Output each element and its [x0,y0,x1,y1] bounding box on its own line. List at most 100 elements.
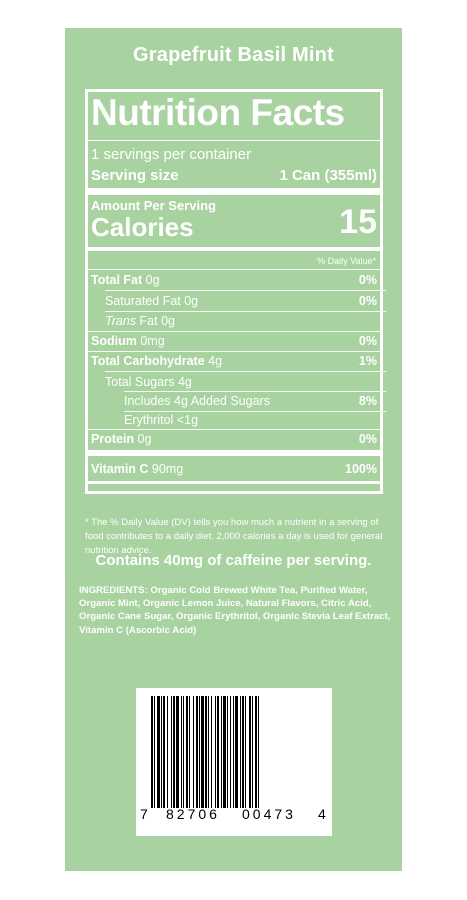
barcode-digit-first: 7 [140,806,148,822]
barcode-bar [245,696,246,808]
ingredients-text: INGREDIENTS: Organic Cold Brewed White T… [79,585,391,636]
nutrient-row: Protein 0g 0% [88,429,380,449]
divider [88,269,380,270]
barcode-bar [151,696,153,808]
barcode-group-right: 00473 [242,806,296,822]
barcode-bar [221,696,222,808]
caffeine-note: Contains 40mg of caffeine per serving. [95,552,372,569]
barcode-bar [189,696,190,808]
nutrient-dv: 8% [358,394,377,408]
barcode-bar [157,696,160,808]
divider [88,351,380,352]
nutrient-name: Saturated Fat [105,294,181,308]
nutrient-dv: 0% [358,273,377,287]
barcode-group-left: 82706 [166,806,220,822]
barcode-bar [215,696,216,808]
divider [88,331,380,332]
barcode-bar [171,696,172,808]
nutrient-row: Erythritol <1g [88,410,380,430]
divider [124,411,386,412]
nutrient-row: Sodium 0mg 0% [88,331,380,351]
serving-size-label: Serving size [91,167,179,184]
divider [105,290,386,291]
amount-per-serving: Amount Per Serving [91,198,216,213]
nutrient-dv: 0% [358,294,377,308]
nutrient-amount: 4g [177,375,192,389]
barcode-bar [217,696,219,808]
nutrient-amount: <1g [176,413,199,427]
product-name: Grapefruit Basil Mint [133,44,334,66]
divider [124,391,386,392]
nutrient-row: Trans Fat 0g [88,311,380,331]
divider [105,311,386,312]
nutrient-row: Vitamin C 90mg 100% [88,459,380,479]
barcode: 7 82706 00473 4 [136,688,332,836]
nutrient-name: Erythritol [124,413,174,427]
label-panel: Grapefruit Basil Mint Nutrition Facts 1 … [65,28,402,871]
nutrient-name: Fat [139,314,158,328]
barcode-bar [235,696,238,808]
nutrient-name: Total Fat [91,273,143,287]
nutrient-name: Includes 4g Added Sugars [124,394,270,408]
divider [105,371,386,372]
barcode-bar [154,696,155,808]
calories-value: 15 [339,203,377,241]
barcode-bar [255,696,257,808]
nutrient-name-italic: Trans [105,314,137,328]
rule-medium [88,481,380,484]
serving-size-row: Serving size 1 Can (355ml) [91,167,377,184]
barcode-bar [196,696,198,808]
serving-size-value: 1 Can (355ml) [279,167,377,184]
barcode-bar [249,696,251,808]
barcode-bar [208,696,209,808]
nutrient-name: Total Sugars [105,375,175,389]
nutrition-facts-box: Nutrition Facts 1 servings per container… [85,89,386,494]
nutrient-row: Includes 4g Added Sugars 8% [88,391,380,411]
barcode-bar [252,696,253,808]
daily-value-header: % Daily Value* [317,256,376,266]
barcode-bars [151,696,317,808]
barcode-bar [242,696,244,808]
nutrient-name: Total Carbohydrate [91,354,205,368]
barcode-bar [227,696,228,808]
barcode-bar [199,696,200,808]
barcode-bar [176,696,179,808]
nutrition-facts-title: Nutrition Facts [91,92,345,133]
barcode-bar [167,696,168,808]
barcode-bar [233,696,234,808]
nutrient-row: Total Fat 0g 0% [88,270,380,290]
barcode-digits: 7 82706 00473 4 [136,806,332,826]
daily-value-footnote: * The % Daily Value (DV) tells you how m… [85,517,383,556]
nutrient-dv: 0% [358,432,377,446]
nutrient-amount: 0g [184,294,199,308]
nutrient-dv: 0% [358,334,377,348]
rule-medium [88,247,380,251]
divider [88,429,380,430]
rule-thin [88,140,380,141]
nutrient-dv: 1% [358,354,377,368]
nutrient-amount: 0g [137,432,152,446]
nutrient-name: Protein [91,432,135,446]
nutrient-amount: 90mg [151,462,184,476]
barcode-bar [240,696,241,808]
nutrient-row: Saturated Fat 0g 0% [88,291,380,311]
barcode-bar [181,696,182,808]
nutrient-name: Sodium [91,334,137,348]
barcode-bar [186,696,188,808]
rule-thick [88,188,380,195]
barcode-bar [163,696,165,808]
barcode-digit-last: 4 [318,806,326,822]
nutrient-row: Total Sugars 4g [88,372,380,392]
barcode-bar [193,696,194,808]
barcode-bar [183,696,184,808]
barcode-bar [173,696,175,808]
barcode-bar [205,696,207,808]
nutrient-row: Total Carbohydrate 4g 1% [88,351,380,371]
nutrient-amount: 4g [208,354,223,368]
barcode-bar [211,696,212,808]
barcode-bar [201,696,204,808]
calories-label: Calories [91,212,194,242]
barcode-bar [258,696,259,808]
nutrient-amount: 0g [145,273,160,287]
barcode-bar [161,696,162,808]
